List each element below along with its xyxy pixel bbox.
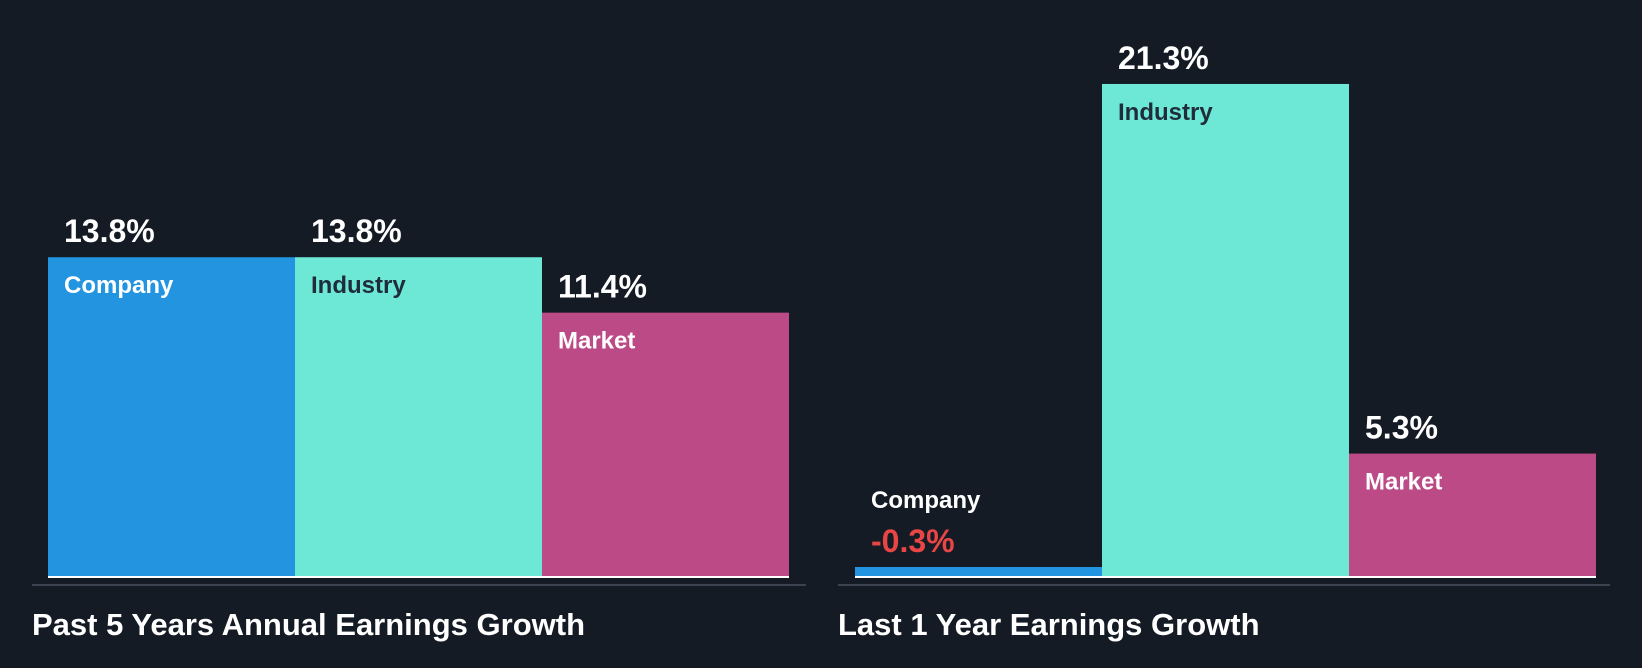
last-1y-value-label-market: 5.3% — [1365, 410, 1438, 446]
past-5y-chart-title: Past 5 Years Annual Earnings Growth — [32, 607, 585, 642]
last-1y-value-label-company: -0.3% — [871, 523, 955, 559]
past-5y-bar-industry — [295, 257, 542, 576]
past-5y-bar-market — [542, 312, 789, 576]
past-5y-value-label-industry: 13.8% — [311, 213, 402, 249]
last-1y-value-label-industry: 21.3% — [1118, 40, 1209, 76]
last-1y-category-label-market: Market — [1365, 469, 1442, 496]
last-1y-bar-company — [855, 567, 1102, 576]
past-5y-category-label-company: Company — [64, 272, 174, 299]
past-5y-value-label-market: 11.4% — [558, 269, 647, 305]
past-5y-category-label-industry: Industry — [311, 272, 406, 299]
past-5-years-panel: 13.8% Company 13.8% Industry 11.4% Market Past… — [32, 213, 806, 642]
last-1-year-panel: -0.3% Company 21.3% Industry 5.3% Market Last … — [838, 40, 1610, 642]
last-1y-bar-industry — [1102, 83, 1349, 576]
last-1y-chart-title: Last 1 Year Earnings Growth — [838, 607, 1260, 642]
last-1y-category-label-company: Company — [871, 487, 981, 514]
past-5y-category-label-market: Market — [558, 328, 635, 355]
last-1y-bar-market — [1349, 453, 1596, 576]
past-5y-value-label-company: 13.8% — [64, 213, 155, 249]
past-5y-bar-company — [48, 257, 295, 576]
last-1y-category-label-industry: Industry — [1118, 99, 1213, 126]
